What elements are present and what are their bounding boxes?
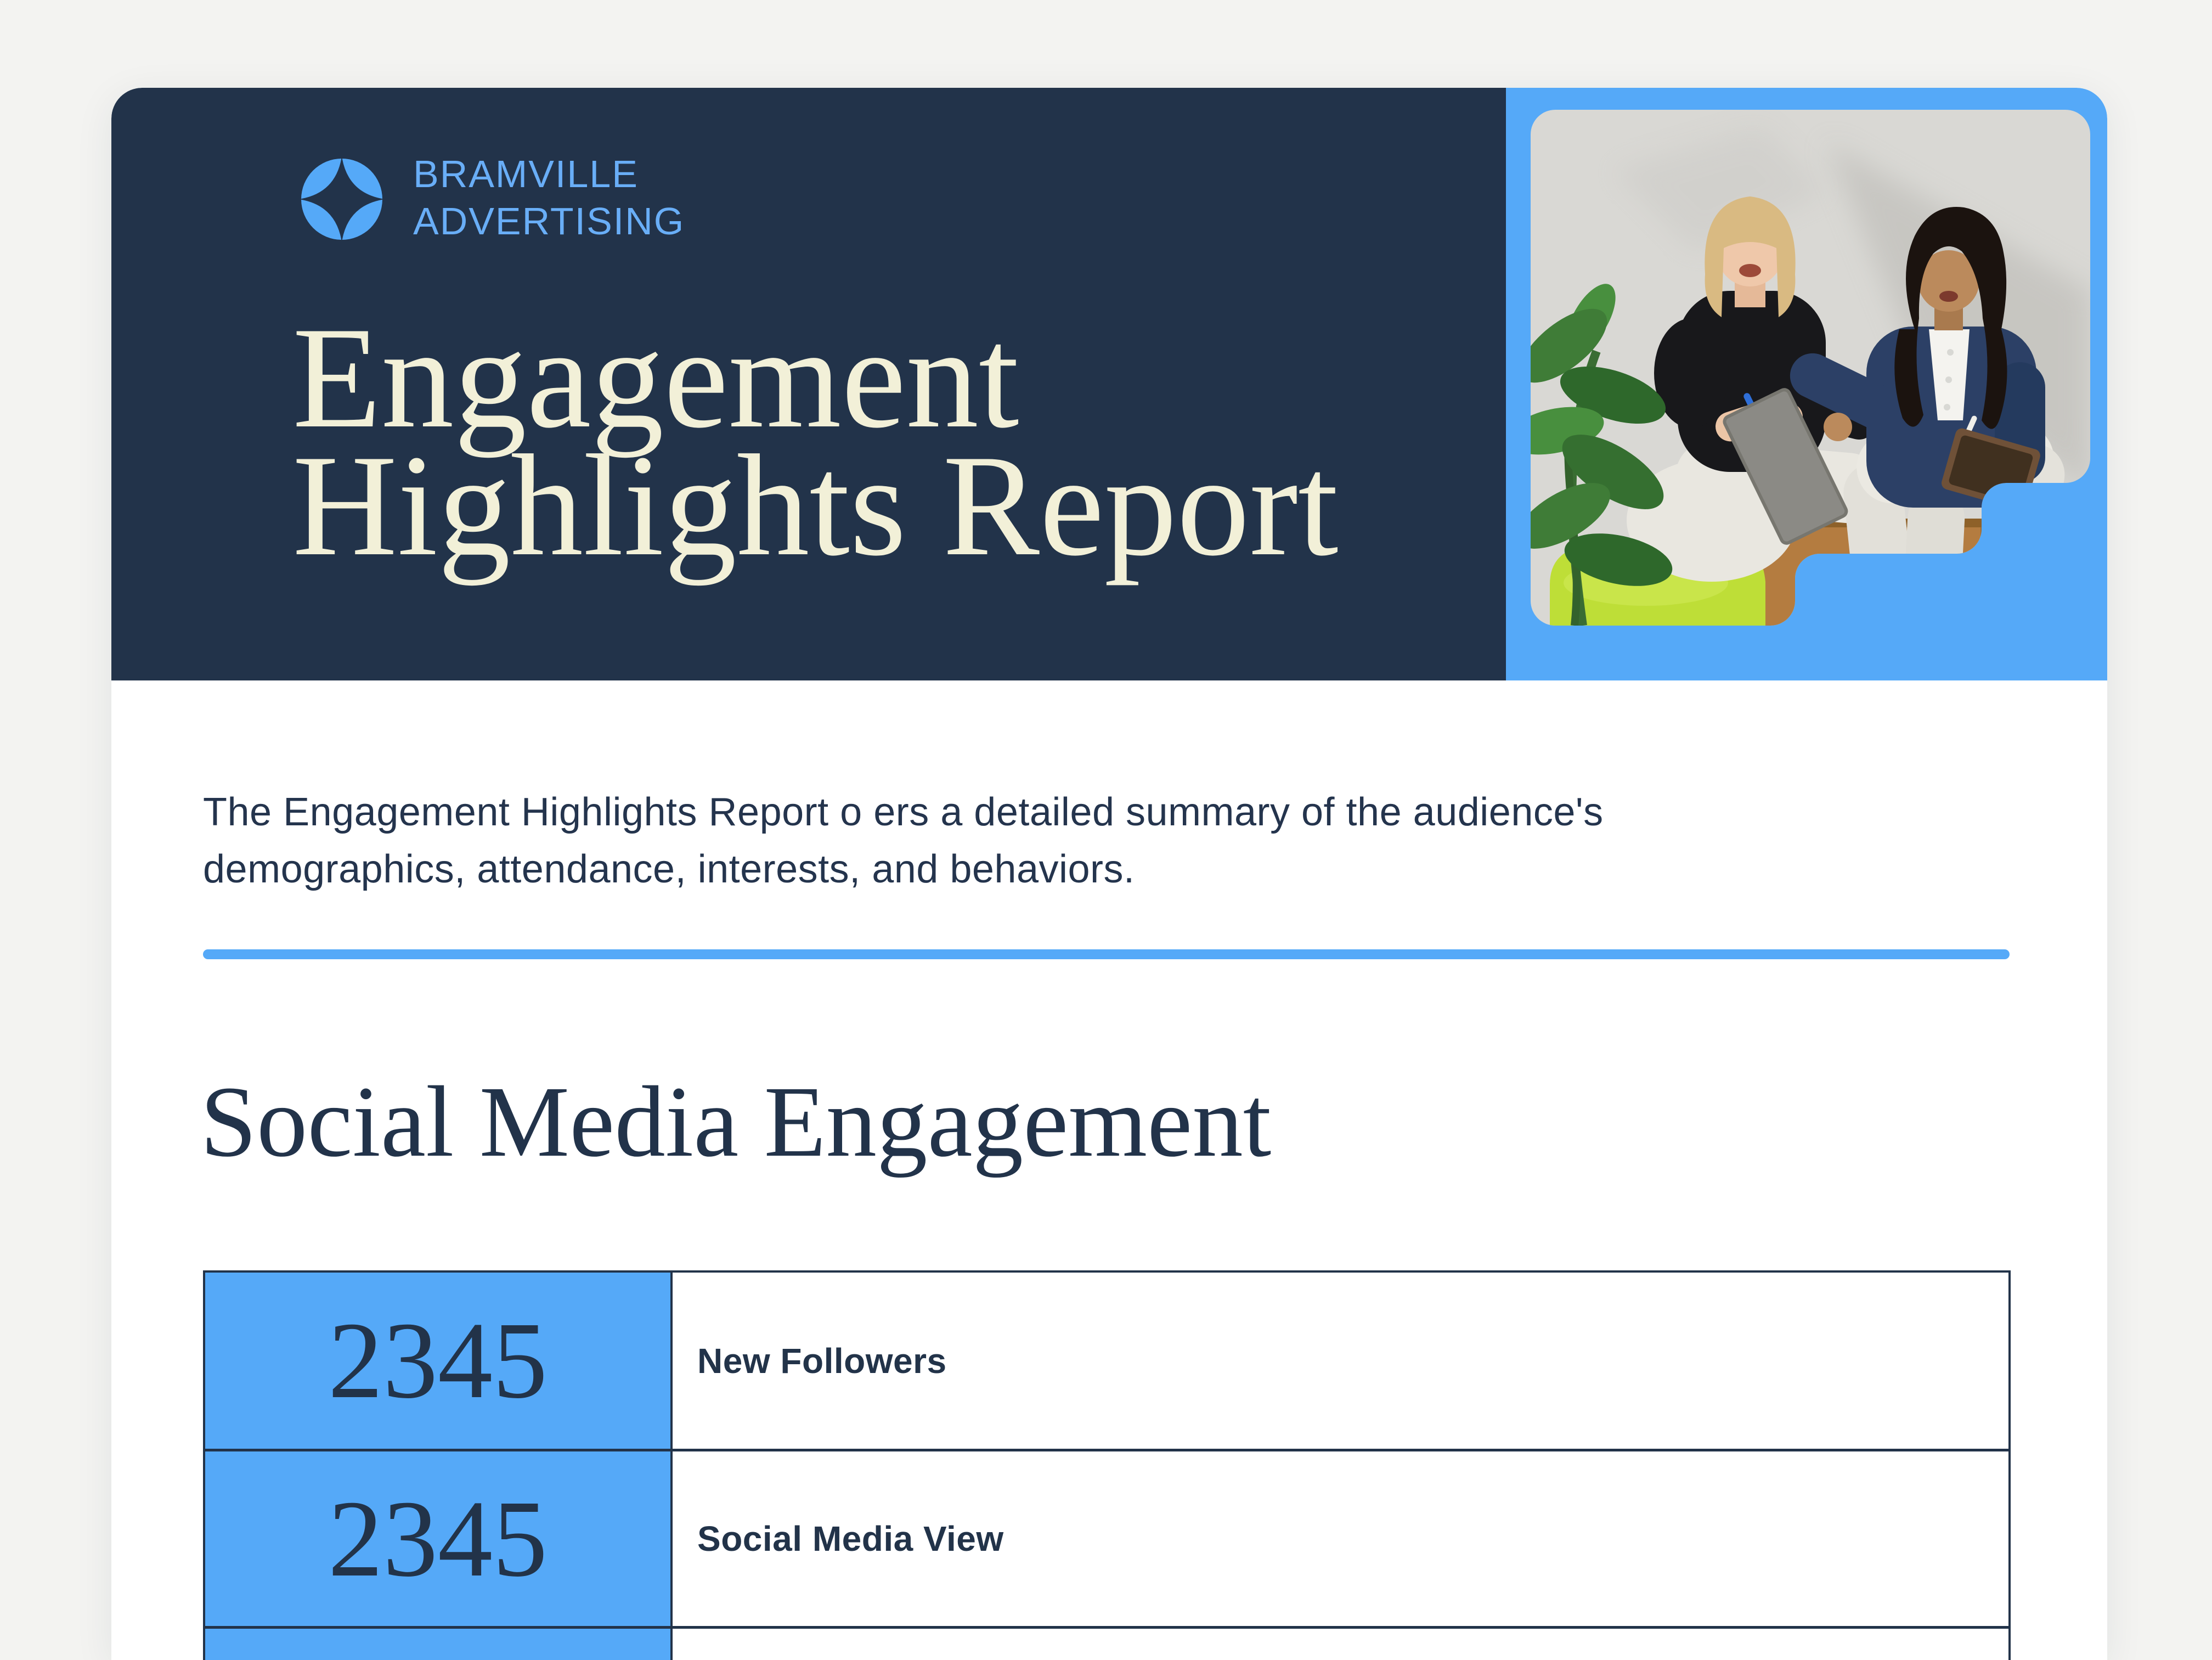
table-row: 2345 Social Media View — [205, 1449, 2008, 1626]
table-row: 2345 New Followers — [205, 1273, 2008, 1449]
photo-plant — [1531, 284, 1673, 626]
stat-value: 2345 — [328, 1478, 548, 1600]
brand-lockup: BRAMVILLE ADVERTISING — [301, 153, 685, 243]
brand-name-line1: BRAMVILLE — [413, 153, 639, 195]
section-heading: Social Media Engagement — [200, 1066, 1272, 1178]
intro-line2: demographics, attendance, interests, and… — [203, 847, 1135, 891]
header-banner: BRAMVILLE ADVERTISING Engagement Highlig… — [111, 88, 1506, 680]
header-photo — [1531, 110, 2090, 626]
table-row — [205, 1626, 2008, 1660]
stat-label-cell: New Followers — [673, 1273, 2008, 1449]
intro-line1: The Engagement Highlights Report o ers a… — [203, 790, 1604, 834]
stat-label: Social Media View — [697, 1519, 1004, 1558]
stat-label-cell — [673, 1629, 2008, 1660]
photo-person-left — [1627, 196, 1914, 622]
report-page-card: BRAMVILLE ADVERTISING Engagement Highlig… — [111, 88, 2107, 1660]
stat-value: 2345 — [328, 1300, 548, 1421]
stat-value-cell: 2345 — [205, 1273, 673, 1449]
brand-name-line2: ADVERTISING — [413, 200, 685, 243]
stat-label: New Followers — [697, 1341, 947, 1381]
photo-notebook — [1723, 388, 1848, 545]
brand-logo-icon — [301, 159, 382, 240]
section-divider — [203, 949, 2010, 959]
report-title-line2: Highlights Report — [292, 425, 1339, 586]
brand-name: BRAMVILLE ADVERTISING — [413, 150, 685, 245]
header-photo-panel — [1506, 88, 2107, 680]
stat-value-cell: 2345 — [205, 1451, 673, 1626]
report-title-line1: Engagement — [292, 297, 1019, 458]
report-title: Engagement Highlights Report — [292, 297, 1339, 586]
stat-value-cell — [205, 1629, 673, 1660]
stats-table: 2345 New Followers 2345 Social Media Vie… — [203, 1270, 2011, 1660]
intro-paragraph: The Engagement Highlights Report o ers a… — [203, 784, 1991, 898]
stat-label-cell: Social Media View — [673, 1451, 2008, 1626]
